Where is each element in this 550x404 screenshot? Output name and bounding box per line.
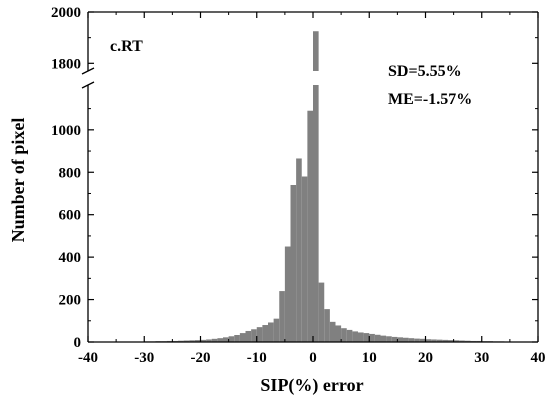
tick-labels: -40 -30 -20 -10 0 10 20 30 400200400600800100018… <box>51 5 546 366</box>
sd-annotation: SD=5.55% <box>388 63 462 80</box>
histogram-bar <box>268 322 274 342</box>
x-tick-label: -40 <box>78 350 98 366</box>
y-tick-label: 600 <box>59 208 82 224</box>
histogram-bar <box>290 184 297 342</box>
histogram-bar <box>374 334 381 342</box>
x-tick-label: 10 <box>362 350 377 366</box>
histogram-bar <box>189 340 195 342</box>
y-break-mark <box>81 67 95 75</box>
histogram-bar <box>223 337 229 342</box>
histogram-bar <box>329 321 336 342</box>
histogram-bar <box>369 333 375 342</box>
x-tick-label: 0 <box>309 350 317 366</box>
y-tick-label: 400 <box>59 250 82 266</box>
histogram-bar <box>397 337 403 342</box>
x-tick-label: -30 <box>134 350 154 366</box>
histogram-bar <box>380 335 387 342</box>
histogram-bar <box>324 309 330 342</box>
histogram-bar <box>262 325 268 342</box>
histogram-bar <box>431 339 437 342</box>
x-tick-label: 30 <box>474 350 489 366</box>
histogram-bars <box>144 31 510 342</box>
histogram-bar <box>352 331 358 342</box>
y-tick-label: 2000 <box>51 5 81 21</box>
histogram-bar <box>341 328 347 342</box>
panel-label: c.RT <box>110 38 143 55</box>
histogram-bar <box>414 338 420 342</box>
break-gap <box>312 71 320 85</box>
histogram-bar <box>234 334 240 342</box>
axis-break-marks <box>81 67 95 89</box>
y-axis-title: Number of pixel <box>8 118 28 243</box>
histogram-bar <box>194 340 201 342</box>
histogram-bar <box>183 340 190 342</box>
histogram-bar <box>239 333 246 342</box>
x-axis-title: SIP(%) error <box>260 375 363 396</box>
y-tick-label: 200 <box>59 293 82 309</box>
histogram-bar <box>358 332 364 342</box>
histogram-bar <box>425 339 432 342</box>
histogram-bar <box>284 246 291 342</box>
histogram-bar <box>217 338 223 342</box>
axis-ticks <box>87 11 539 343</box>
histogram-bar <box>391 336 398 342</box>
histogram-bar <box>206 339 212 342</box>
y-tick-label: 1000 <box>51 123 81 139</box>
histogram-bar <box>296 158 302 342</box>
y-break-mark <box>81 81 95 89</box>
histogram-bar <box>419 338 426 342</box>
histogram-bar <box>245 330 252 342</box>
histogram-bar <box>459 340 465 342</box>
histogram-bar <box>453 340 460 342</box>
x-tick-label: 40 <box>531 350 546 366</box>
histogram-bar <box>346 329 353 342</box>
y-tick-label: 1800 <box>51 56 81 72</box>
histogram-bar <box>363 333 370 342</box>
histogram-bar <box>318 282 325 342</box>
histogram-bar <box>211 338 218 342</box>
histogram-bar <box>200 339 207 342</box>
histogram-bar <box>442 339 448 342</box>
histogram-bar <box>436 339 443 342</box>
y-tick-label: 800 <box>59 165 82 181</box>
histogram-bar <box>448 340 454 342</box>
histogram-bar <box>279 291 285 342</box>
histogram-bar <box>301 176 308 342</box>
histogram-bar <box>273 318 280 342</box>
histogram-bar <box>335 325 342 342</box>
y-tick-label: 0 <box>74 335 82 351</box>
histogram-bar <box>386 336 392 342</box>
histogram-bar <box>228 336 235 342</box>
x-tick-label: -20 <box>191 350 211 366</box>
histogram-bar <box>313 31 319 342</box>
me-annotation: ME=-1.57% <box>388 91 472 108</box>
histogram-bar <box>408 338 415 342</box>
histogram-bar <box>403 337 409 342</box>
histogram-bar <box>307 110 313 342</box>
histogram-bar <box>256 327 263 342</box>
x-tick-label: 20 <box>418 350 433 366</box>
histogram-bar <box>251 329 257 342</box>
x-tick-label: -10 <box>247 350 267 366</box>
